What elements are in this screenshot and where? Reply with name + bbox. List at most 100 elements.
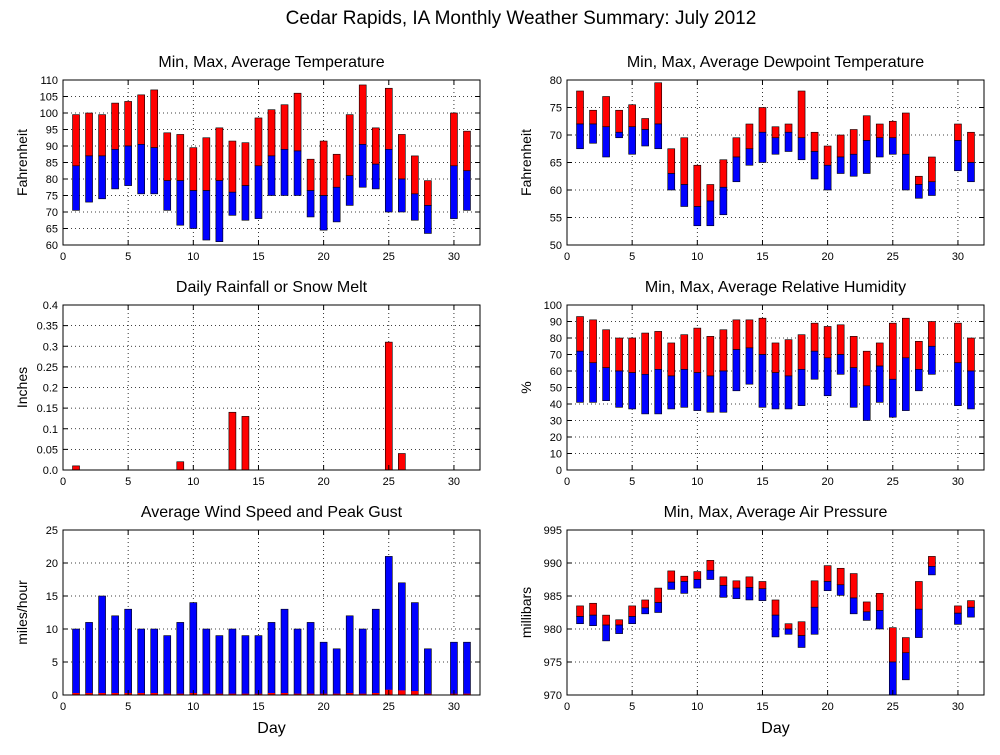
bar-wind-avg: [98, 595, 106, 696]
bar-max-segment: [888, 627, 897, 663]
bar-min-segment: [915, 184, 923, 199]
y-tick-label: 100: [40, 108, 58, 120]
bar-min-segment: [810, 151, 819, 180]
bar-max-segment: [641, 332, 649, 375]
bar-wind-gust: [411, 691, 419, 695]
bar-min-segment: [371, 163, 380, 190]
bar-min-segment: [771, 372, 780, 410]
x-tick-label: 15: [756, 476, 768, 488]
bar-rainfall: [241, 416, 250, 471]
y-tick-label: 70: [46, 207, 58, 219]
bar-wind-gust: [333, 693, 341, 695]
y-axis-label: Inches: [14, 367, 30, 408]
chart-rainfall: 0.0 0.05 0.1 0.15 0.2 0.25 0.3 0.35 0.4 0 5 10 15 20 2…: [14, 279, 481, 488]
bar-min-segment: [706, 200, 715, 227]
bar-min-segment: [928, 345, 936, 375]
bar-wind-gust: [294, 693, 302, 695]
y-tick-label: 0.15: [37, 403, 58, 415]
bar-wind-gust: [346, 693, 354, 695]
bar-min-segment: [615, 131, 623, 139]
bar-wind-avg: [137, 628, 145, 696]
x-tick-label: 20: [318, 476, 330, 488]
bar-max-segment: [693, 571, 702, 580]
bar-min-segment: [332, 186, 341, 223]
bar-min-segment: [228, 191, 237, 216]
bar-max-segment: [654, 587, 663, 603]
bar-min-segment: [928, 565, 936, 576]
y-axis-label: Fahrenheit: [518, 129, 534, 196]
bar-wind-avg: [450, 641, 458, 696]
x-tick-label: 0: [60, 701, 66, 713]
x-axis-label: Day: [257, 720, 285, 737]
y-tick-label: 0.05: [37, 444, 58, 456]
y-tick-label: 50: [550, 240, 562, 252]
bar-wind-gust: [72, 693, 80, 695]
bar-min-segment: [771, 137, 780, 155]
bar-max-segment: [411, 155, 419, 195]
x-tick-label: 0: [564, 701, 570, 713]
bar-min-segment: [745, 148, 754, 166]
x-tick-label: 20: [822, 701, 834, 713]
x-tick-label: 0: [60, 476, 66, 488]
x-tick-label: 5: [629, 476, 635, 488]
y-tick-label: 15: [46, 591, 58, 603]
x-tick-label: 5: [125, 251, 131, 263]
x-tick-label: 30: [952, 476, 964, 488]
bar-max-segment: [888, 120, 897, 139]
y-tick-label: 0.1: [43, 424, 58, 436]
y-tick-label: 5: [52, 657, 58, 669]
bar-max-segment: [202, 137, 211, 191]
bar-min-segment: [693, 372, 702, 411]
bar-min-segment: [680, 581, 689, 594]
bar-min-segment: [680, 369, 689, 408]
bar-min-segment: [875, 610, 884, 630]
bar-max-segment: [967, 131, 975, 163]
bar-max-segment: [693, 327, 702, 373]
x-tick-label: 0: [564, 251, 570, 263]
bar-max-segment: [758, 107, 767, 133]
bar-min-segment: [267, 155, 276, 196]
bar-max-segment: [745, 319, 754, 349]
bar-max-segment: [823, 145, 832, 166]
bar-min-segment: [836, 156, 845, 174]
bar-max-segment: [745, 123, 754, 150]
bar-min-segment: [693, 206, 702, 227]
bar-min-segment: [293, 150, 302, 196]
bar-min-segment: [384, 149, 393, 213]
bar-max-segment: [332, 153, 341, 188]
bar-min-segment: [615, 624, 623, 634]
bar-min-segment: [189, 190, 198, 229]
bar-wind-avg: [85, 622, 93, 696]
bar-max-segment: [576, 605, 584, 617]
bar-min-segment: [810, 606, 819, 635]
y-tick-label: 0: [52, 690, 58, 702]
bar-min-segment: [163, 180, 172, 211]
bar-max-segment: [902, 637, 910, 654]
bar-min-segment: [602, 367, 610, 402]
bar-min-segment: [967, 162, 975, 183]
bar-wind-avg: [215, 635, 224, 696]
bar-max-segment: [875, 123, 884, 139]
bar-max-segment: [680, 334, 689, 370]
bar-min-segment: [849, 597, 858, 615]
bar-wind-avg: [176, 622, 185, 696]
y-tick-label: 25: [46, 525, 58, 537]
bar-min-segment: [589, 362, 597, 403]
bar-min-segment: [745, 587, 754, 601]
bar-wind-avg: [424, 648, 432, 696]
bar-wind-avg: [267, 622, 276, 696]
bar-max-segment: [771, 126, 780, 139]
bar-min-segment: [732, 587, 741, 599]
bar-wind-gust: [176, 693, 184, 695]
bar-min-segment: [463, 170, 471, 211]
x-tick-label: 30: [952, 701, 964, 713]
bar-max-segment: [680, 575, 689, 582]
page-title: Cedar Rapids, IA Monthly Weather Summary…: [286, 8, 757, 29]
bar-max-segment: [732, 319, 741, 350]
chart-title: Min, Max, Average Air Pressure: [664, 504, 888, 521]
x-axis-label: Day: [761, 720, 789, 737]
y-tick-label: 20: [550, 432, 562, 444]
bar-max-segment: [732, 137, 741, 158]
bar-max-segment: [628, 104, 636, 128]
x-tick-label: 15: [252, 701, 264, 713]
